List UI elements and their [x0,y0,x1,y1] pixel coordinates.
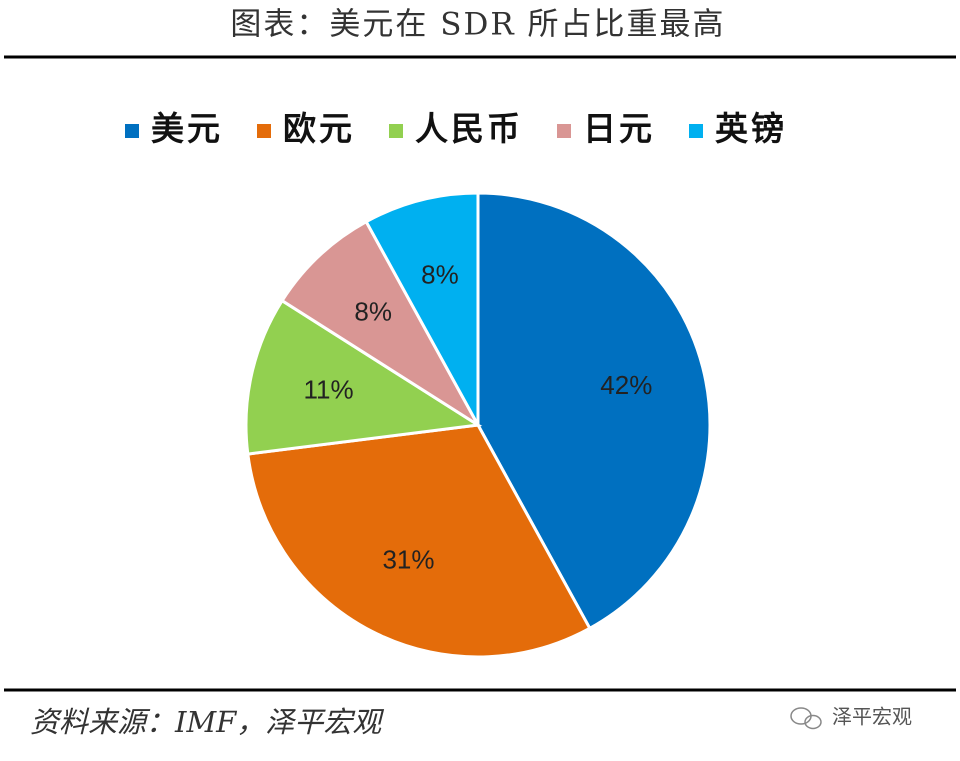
pie-slice [280,219,480,427]
legend: 美元 欧元 人民币 日元 英镑 [125,109,787,148]
watermark-icon [790,707,822,730]
chart-title: 图表：美元在 SDR 所占比重最高 [230,7,725,43]
pie: 42% 31% 11% 8% 8% [244,191,712,659]
data-label: 8% [421,260,459,290]
legend-label: 日元 [583,109,655,148]
data-label: 31% [382,544,434,574]
legend-marker [257,124,271,138]
legend-marker [689,124,703,138]
legend-label: 英镑 [715,109,787,148]
data-label: 11% [304,374,354,404]
data-label: 8% [354,296,392,326]
pie-slice [246,423,592,659]
legend-label: 美元 [151,109,223,148]
legend-marker [125,124,139,138]
legend-marker [389,124,403,138]
watermark: 泽平宏观 [832,705,912,728]
legend-label: 人民币 [415,109,523,148]
data-label: 42% [600,370,652,400]
legend-marker [557,124,571,138]
legend-label: 欧元 [283,109,355,148]
pie-slice [244,298,483,456]
pie-slice [364,191,480,426]
source: 资料来源：IMF，泽平宏观 [30,705,384,739]
pie-slice [476,191,712,631]
